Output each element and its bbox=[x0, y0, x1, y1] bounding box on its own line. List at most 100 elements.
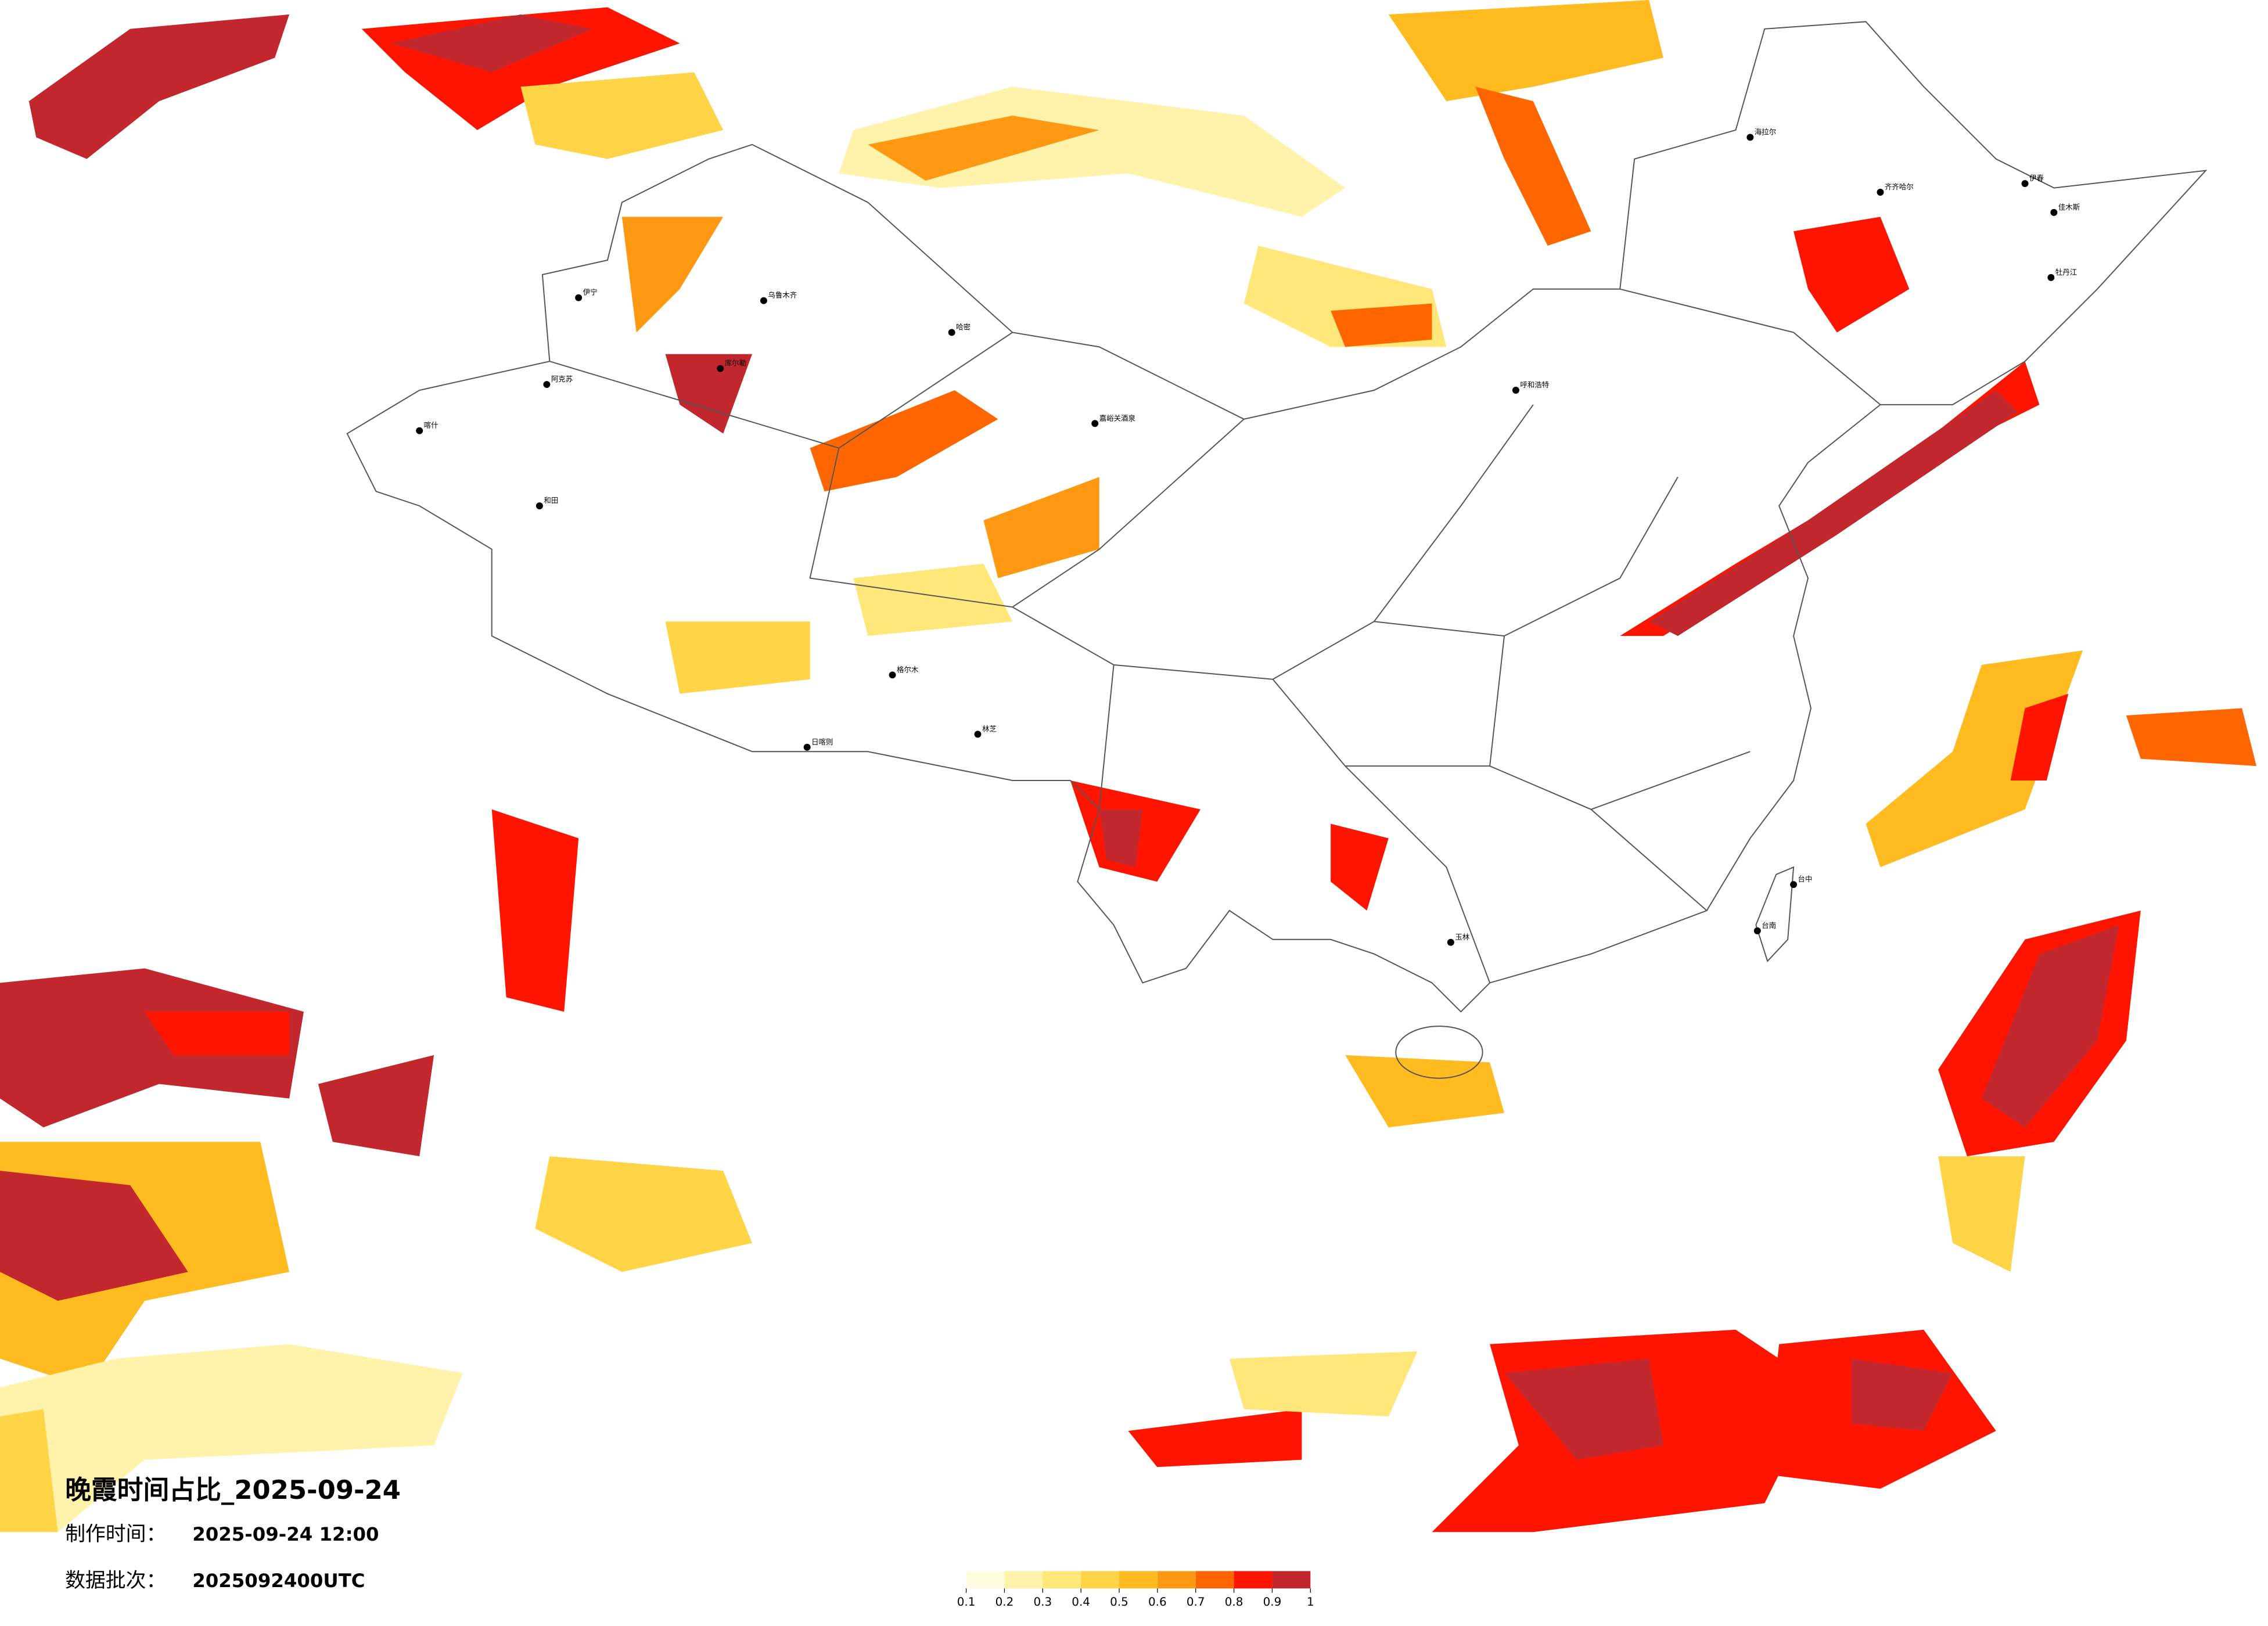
field-patch bbox=[810, 390, 998, 492]
city-dot bbox=[1753, 927, 1761, 934]
field-patch bbox=[1128, 1409, 1302, 1467]
map-title: 晚霞时间占比_2025-09-24 bbox=[65, 1474, 401, 1505]
city-dot bbox=[1091, 420, 1099, 427]
city-label: 嘉峪关酒泉 bbox=[1099, 413, 1136, 422]
field-patch bbox=[1229, 1351, 1418, 1417]
province-border bbox=[549, 288, 1881, 983]
field-patch bbox=[1388, 0, 1663, 102]
city-dot bbox=[416, 427, 423, 434]
batch-label: 数据批次： bbox=[65, 1569, 166, 1592]
field-patch bbox=[2010, 693, 2069, 781]
field-patch bbox=[535, 1156, 753, 1272]
colorbar-swatch bbox=[966, 1571, 1005, 1589]
colorbar-swatch bbox=[1119, 1571, 1158, 1589]
field-patch bbox=[1345, 1055, 1505, 1128]
city-dot bbox=[760, 297, 767, 304]
city-dot bbox=[575, 294, 583, 301]
colorbar-tick-label: 0.7 bbox=[1187, 1595, 1205, 1609]
city-label: 呼和浩特 bbox=[1520, 380, 1549, 389]
city-dot bbox=[543, 381, 551, 388]
field-patch bbox=[390, 14, 594, 73]
island-border bbox=[1395, 1026, 1483, 1079]
city-dot bbox=[2021, 180, 2029, 188]
made-label: 制作时间： bbox=[65, 1523, 166, 1546]
colorbar-tick-label: 0.6 bbox=[1148, 1595, 1167, 1609]
city-label: 台南 bbox=[1762, 921, 1776, 930]
city-label: 喀什 bbox=[424, 421, 438, 430]
field-patch bbox=[520, 72, 724, 159]
colorbar-swatch bbox=[1272, 1571, 1311, 1589]
city-dot bbox=[2050, 208, 2058, 216]
city-label: 牡丹江 bbox=[2055, 268, 2077, 276]
batch-value: 2025092400UTC bbox=[192, 1570, 365, 1592]
field-patch bbox=[621, 217, 724, 333]
field-patch bbox=[1099, 809, 1143, 868]
city-dot bbox=[1746, 134, 1754, 141]
city-dot bbox=[974, 731, 982, 738]
city-label: 齐齐哈尔 bbox=[1885, 182, 1914, 191]
made-value: 2025-09-24 12:00 bbox=[192, 1523, 379, 1545]
city-label: 和田 bbox=[544, 496, 558, 505]
field-patch bbox=[1475, 87, 1591, 246]
city-dot bbox=[1790, 881, 1798, 888]
colorbar-tick-label: 0.1 bbox=[957, 1595, 976, 1609]
city-dot bbox=[889, 671, 896, 679]
sunset-field bbox=[0, 0, 2257, 1533]
colorbar-tick-label: 1 bbox=[1307, 1595, 1314, 1609]
field-patch bbox=[665, 621, 810, 694]
colorbar-swatch bbox=[1157, 1571, 1196, 1589]
city-label: 台中 bbox=[1798, 875, 1813, 883]
field-patch bbox=[28, 14, 290, 159]
city-dot bbox=[2047, 274, 2055, 281]
city-label: 林芝 bbox=[982, 724, 997, 733]
borders bbox=[346, 21, 2208, 1079]
city-label: 乌鲁木齐 bbox=[768, 291, 797, 300]
field-patch bbox=[1504, 1358, 1663, 1460]
field-patch bbox=[853, 563, 1013, 636]
field-patch bbox=[0, 1171, 188, 1301]
field-patch bbox=[1331, 823, 1389, 911]
city-label: 海拉尔 bbox=[1755, 127, 1776, 136]
city-dot bbox=[1877, 189, 1884, 196]
colorbar-tick-label: 0.3 bbox=[1033, 1595, 1052, 1609]
colorbar-tick-label: 0.8 bbox=[1225, 1595, 1243, 1609]
field-patch bbox=[1331, 303, 1432, 347]
city-dot bbox=[803, 743, 811, 751]
city-dot bbox=[948, 329, 955, 336]
field-patch bbox=[1938, 1156, 2025, 1272]
field-patch bbox=[318, 1055, 434, 1157]
city-label: 日喀则 bbox=[811, 738, 833, 746]
field-patch bbox=[0, 1344, 463, 1533]
city-dot bbox=[1447, 938, 1454, 946]
city-label: 伊宁 bbox=[583, 288, 598, 297]
city-label: 阿克苏 bbox=[551, 375, 573, 383]
field-patch bbox=[2126, 708, 2257, 767]
colorbar-swatch bbox=[1195, 1571, 1234, 1589]
colorbar-tick-label: 0.5 bbox=[1110, 1595, 1128, 1609]
island-border bbox=[1755, 866, 1795, 963]
city-label: 玉林 bbox=[1455, 933, 1469, 941]
field-patch bbox=[839, 87, 1346, 217]
field-patch bbox=[1981, 924, 2119, 1128]
colorbar-tick-label: 0.4 bbox=[1072, 1595, 1090, 1609]
field-patch bbox=[145, 1012, 290, 1055]
city-label: 佳木斯 bbox=[2058, 203, 2080, 211]
city-label: 伊春 bbox=[2029, 174, 2044, 182]
colorbar-swatch bbox=[1234, 1571, 1273, 1589]
field-patch bbox=[868, 116, 1099, 181]
field-patch bbox=[1866, 650, 2083, 868]
colorbar-swatch bbox=[1004, 1571, 1043, 1589]
field-patch bbox=[1793, 217, 1910, 333]
city-dot bbox=[535, 502, 543, 510]
field-patch bbox=[0, 968, 304, 1128]
city-label: 格尔木 bbox=[897, 665, 919, 674]
field-patch bbox=[983, 477, 1099, 578]
colorbar: 0.1 0.2 0.3 0.4 0.5 0.6 0.7 0.8 0.9 1 bbox=[957, 1571, 1314, 1609]
colorbar-swatch bbox=[1043, 1571, 1081, 1589]
colorbar-tick-label: 0.2 bbox=[995, 1595, 1014, 1609]
country-border bbox=[346, 21, 2208, 1013]
